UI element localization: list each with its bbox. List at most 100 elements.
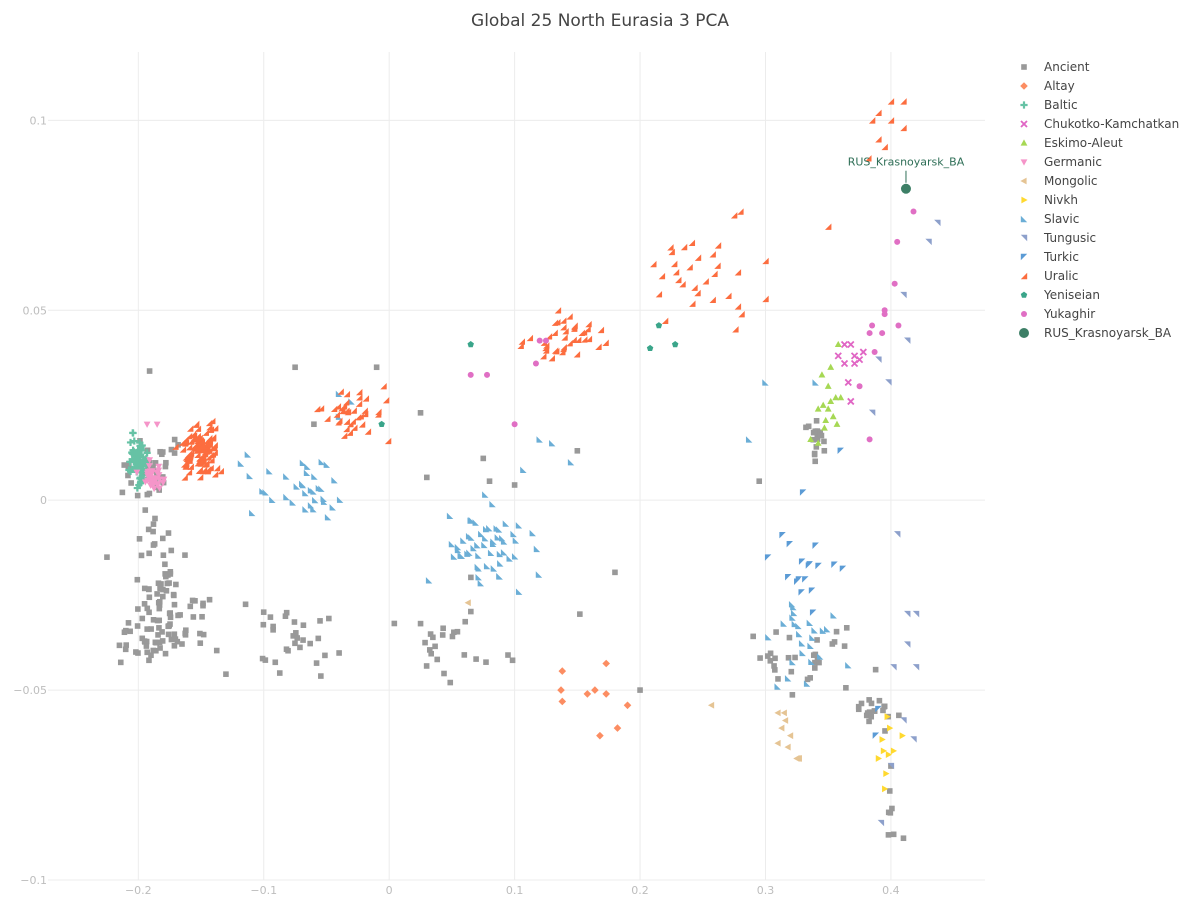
point-slavic xyxy=(493,525,500,532)
point-uralic xyxy=(189,436,197,443)
point-uralic xyxy=(542,347,550,354)
point-uralic xyxy=(217,467,224,475)
point-ancient xyxy=(750,633,756,640)
point-ancient xyxy=(810,436,817,443)
point-ancient xyxy=(144,605,151,612)
point-eskimo-aleut xyxy=(818,371,826,378)
point-slavic xyxy=(535,571,543,578)
point-chukotko-kamchatkan xyxy=(834,352,842,360)
point-ancient xyxy=(133,649,139,655)
point-uralic xyxy=(342,399,350,406)
point-uralic xyxy=(339,407,346,415)
point-ancient xyxy=(880,707,886,714)
point-slavic xyxy=(489,500,496,508)
point-nivkh xyxy=(884,713,891,721)
point-ancient xyxy=(123,642,130,648)
point-ancient xyxy=(291,619,298,625)
point-slavic xyxy=(499,534,506,542)
legend-marker-slavic xyxy=(1020,215,1028,223)
point-ancient xyxy=(171,450,178,456)
point-germanic xyxy=(146,457,154,464)
point-uralic xyxy=(670,260,678,268)
point-ancient xyxy=(900,835,907,842)
point-slavic xyxy=(312,496,319,504)
point-baltic xyxy=(133,461,141,469)
series-mongolic xyxy=(464,599,802,762)
point-tungusic xyxy=(900,717,907,724)
point-eskimo-aleut xyxy=(827,363,835,370)
legend-item-germanic[interactable]: Germanic xyxy=(1020,155,1102,169)
point-uralic xyxy=(356,394,363,401)
legend-item-tungusic[interactable]: Tungusic xyxy=(1020,231,1096,245)
point-ancient xyxy=(206,596,213,603)
legend-item-eskimo-aleut[interactable]: Eskimo-Aleut xyxy=(1020,136,1123,150)
point-ancient xyxy=(175,612,181,619)
legend-item-mongolic[interactable]: Mongolic xyxy=(1020,174,1098,188)
point-uralic xyxy=(658,272,666,280)
legend-item-yeniseian[interactable]: Yeniseian xyxy=(1020,288,1100,302)
series-chukotko-kamchatkan xyxy=(834,340,867,406)
point-ancient xyxy=(855,703,862,710)
point-ancient xyxy=(160,552,167,558)
legend-marker-nivkh xyxy=(1021,196,1028,204)
point-uralic xyxy=(734,269,742,276)
legend-item-nivkh[interactable]: Nivkh xyxy=(1021,193,1078,207)
point-uralic xyxy=(730,212,738,219)
point-ancient xyxy=(283,609,290,616)
point-slavic xyxy=(324,513,332,521)
legend-item-ancient[interactable]: Ancient xyxy=(1021,60,1090,74)
point-turkic xyxy=(779,531,786,539)
point-uralic xyxy=(881,143,888,151)
legend-item-slavic[interactable]: Slavic xyxy=(1020,212,1080,226)
point-ancient xyxy=(144,626,150,632)
point-ancient xyxy=(182,632,189,638)
point-ancient xyxy=(119,489,126,496)
legend-item-rus-krasnoyarsk-ba[interactable]: RUS_Krasnoyarsk_BA xyxy=(1019,326,1172,340)
point-uralic xyxy=(211,471,219,478)
legend-item-baltic[interactable]: Baltic xyxy=(1020,98,1078,112)
point-baltic xyxy=(133,484,141,492)
point-rus-krasnoyarsk-ba xyxy=(900,183,911,194)
point-slavic xyxy=(311,473,318,480)
point-uralic xyxy=(187,425,194,432)
legend-marker-germanic xyxy=(1020,159,1028,166)
legend[interactable]: Ancient Altay Baltic Chukotko-Kamchatkan Esk… xyxy=(1019,60,1179,340)
point-ancient xyxy=(154,617,161,624)
point-uralic xyxy=(194,425,202,432)
x-tick-label: 0 xyxy=(386,884,393,897)
point-ancient xyxy=(285,647,291,654)
point-eskimo-aleut xyxy=(814,405,822,412)
point-ancient xyxy=(317,618,323,624)
point-turkic xyxy=(831,561,838,568)
point-uralic xyxy=(344,408,352,416)
point-uralic xyxy=(655,290,663,298)
point-uralic xyxy=(709,251,716,258)
legend-item-yukaghir[interactable]: Yukaghir xyxy=(1021,307,1095,321)
point-slavic xyxy=(289,499,297,506)
point-ancient xyxy=(165,530,172,536)
legend-item-uralic[interactable]: Uralic xyxy=(1020,269,1079,283)
point-slavic xyxy=(497,560,504,567)
legend-item-chukotko-kamchatkan[interactable]: Chukotko-Kamchatkan xyxy=(1020,117,1179,131)
legend-item-turkic[interactable]: Turkic xyxy=(1020,250,1079,264)
point-yukaghir xyxy=(910,208,917,215)
point-ancient xyxy=(159,535,166,542)
point-ancient xyxy=(163,573,169,580)
point-yukaghir xyxy=(881,311,888,318)
point-uralic xyxy=(205,419,213,427)
series-germanic xyxy=(133,421,168,493)
point-uralic xyxy=(672,269,680,276)
point-uralic xyxy=(554,307,562,314)
point-baltic xyxy=(135,481,143,489)
point-ancient xyxy=(812,458,819,465)
point-slavic xyxy=(266,467,273,475)
point-ancient xyxy=(483,659,489,665)
point-ancient xyxy=(424,474,430,481)
point-ancient xyxy=(612,569,618,576)
point-yukaghir xyxy=(871,349,878,356)
legend-label-eskimo-aleut: Eskimo-Aleut xyxy=(1044,136,1123,150)
legend-item-altay[interactable]: Altay xyxy=(1020,79,1075,93)
y-tick-label: 0 xyxy=(40,494,47,507)
point-ancient xyxy=(139,635,146,642)
